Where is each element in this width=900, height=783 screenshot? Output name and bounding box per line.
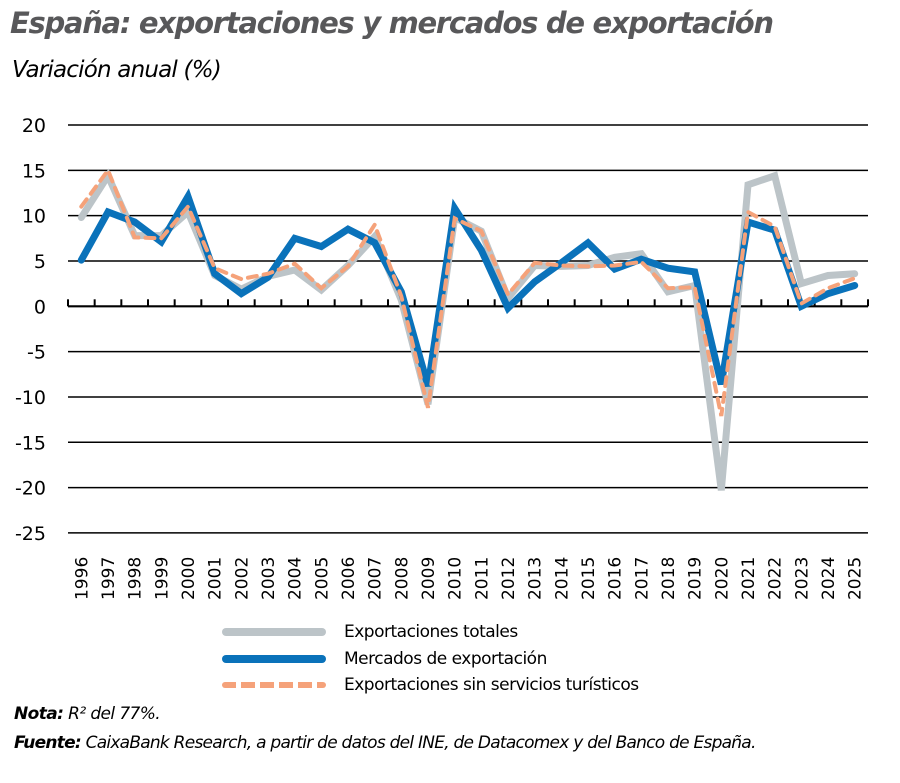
legend-item-exportaciones-sin-turismo: Exportaciones sin servicios turísticos [222, 672, 639, 699]
x-tick-label: 2016 [606, 557, 626, 600]
note-label: Nota: [14, 704, 64, 724]
y-tick-label: -20 [15, 478, 46, 500]
source-label: Fuente: [14, 733, 82, 753]
x-tick-label: 2025 [846, 557, 866, 600]
legend-label: Exportaciones totales [344, 622, 518, 643]
y-tick-label: 20 [22, 115, 46, 137]
y-tick-label: -25 [15, 523, 46, 545]
x-tick-label: 2022 [766, 557, 786, 600]
x-tick-label: 2012 [499, 557, 519, 600]
y-tick-label: 5 [34, 251, 46, 273]
x-tick-label: 2011 [472, 557, 492, 600]
series-exportaciones-sin-servicios-tur-sticos [79, 166, 857, 417]
x-tick-label: 2003 [259, 557, 279, 600]
legend-swatch-grey [222, 625, 326, 639]
x-tick-label: 2023 [792, 557, 812, 600]
legend-swatch-orange-dashed [222, 678, 326, 692]
note-text: R² del 77%. [63, 704, 161, 724]
x-tick-label: 2008 [392, 557, 412, 600]
series-lines [77, 166, 859, 491]
x-tick-label: 2018 [659, 557, 679, 600]
x-tick-label: 1996 [72, 557, 92, 600]
chart-subtitle: Variación anual (%) [12, 57, 222, 83]
x-tick-label: 2005 [312, 557, 332, 600]
x-tick-label: 2004 [286, 557, 306, 600]
y-tick-label: 0 [34, 296, 46, 318]
x-tick-label: 1998 [126, 557, 146, 600]
legend-label: Exportaciones sin servicios turísticos [344, 675, 639, 696]
x-tick-label: 2013 [526, 557, 546, 600]
x-tick-label: 1997 [99, 557, 119, 600]
legend-swatch-blue [222, 652, 326, 666]
x-tick-label: 2019 [686, 557, 706, 600]
chart-title: España: exportaciones y mercados de expo… [10, 6, 774, 40]
y-tick-label: -15 [15, 432, 46, 454]
x-tick-label: 2020 [712, 557, 732, 600]
x-tick-label: 2009 [419, 557, 439, 600]
y-tick-label: -5 [27, 342, 46, 364]
x-tick-label: 2007 [366, 557, 386, 600]
x-tick-label: 2015 [579, 557, 599, 600]
legend: Exportaciones totales Mercados de export… [222, 619, 639, 699]
source-text: CaixaBank Research, a partir de datos de… [80, 733, 757, 753]
x-tick-label: 2021 [739, 557, 759, 600]
x-tick-label: 2024 [819, 557, 839, 600]
x-tick-label: 2010 [446, 557, 466, 600]
y-tick-label: 10 [22, 206, 46, 228]
chart-source: Fuente: CaixaBank Research, a partir de … [14, 733, 756, 753]
legend-item-exportaciones-totales: Exportaciones totales [222, 619, 639, 646]
legend-label: Mercados de exportación [344, 648, 547, 669]
x-tick-label: 2000 [179, 557, 199, 600]
x-tick-label: 2014 [552, 557, 572, 600]
legend-item-mercados-exportacion: Mercados de exportación [222, 646, 639, 673]
chart-note: Nota: R² del 77%. [14, 704, 161, 724]
x-tick-label: 2002 [232, 557, 252, 600]
y-tick-label: -10 [15, 387, 46, 409]
x-tick-label: 2001 [206, 557, 226, 600]
y-tick-label: 15 [22, 160, 46, 182]
x-tick-label: 2006 [339, 557, 359, 600]
gridlines [68, 124, 868, 534]
x-axis: 1996 1997 1998 1999 2000 2001 2002 2003 2004 2005… [67, 299, 869, 600]
x-tick-label: 2017 [632, 557, 652, 600]
x-tick-label: 1999 [152, 557, 172, 600]
y-axis: 20 15 10 5 0 -5 -10 -15 -20 -25 [15, 115, 46, 545]
